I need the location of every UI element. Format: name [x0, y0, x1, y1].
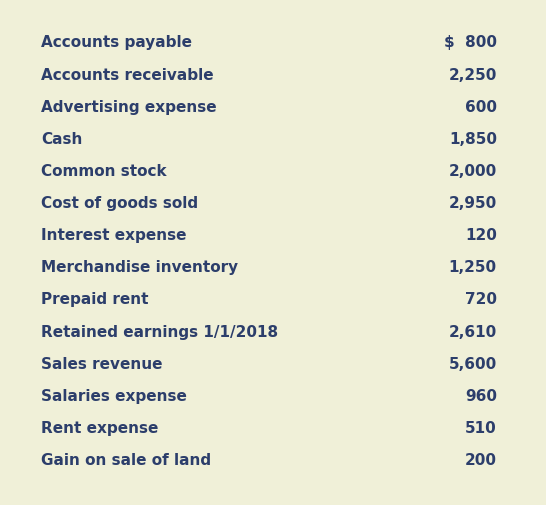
Text: Prepaid rent: Prepaid rent: [41, 292, 149, 307]
Text: Rent expense: Rent expense: [41, 420, 158, 435]
Text: Gain on sale of land: Gain on sale of land: [41, 452, 211, 467]
Text: Cost of goods sold: Cost of goods sold: [41, 195, 198, 211]
Text: Merchandise inventory: Merchandise inventory: [41, 260, 238, 275]
Text: Accounts receivable: Accounts receivable: [41, 67, 213, 82]
Text: 2,950: 2,950: [449, 195, 497, 211]
Text: 5,600: 5,600: [449, 356, 497, 371]
Text: 600: 600: [465, 99, 497, 115]
Text: 510: 510: [465, 420, 497, 435]
Text: 2,610: 2,610: [449, 324, 497, 339]
Text: Salaries expense: Salaries expense: [41, 388, 187, 403]
Text: 720: 720: [465, 292, 497, 307]
Text: 2,000: 2,000: [449, 164, 497, 179]
Text: Interest expense: Interest expense: [41, 228, 186, 243]
Text: 1,250: 1,250: [449, 260, 497, 275]
Text: Common stock: Common stock: [41, 164, 167, 179]
Text: Advertising expense: Advertising expense: [41, 99, 217, 115]
Text: 200: 200: [465, 452, 497, 467]
Text: 120: 120: [465, 228, 497, 243]
Text: Cash: Cash: [41, 131, 82, 146]
Text: $  800: $ 800: [444, 35, 497, 50]
Text: 960: 960: [465, 388, 497, 403]
Text: Accounts payable: Accounts payable: [41, 35, 192, 50]
Text: Retained earnings 1/1/2018: Retained earnings 1/1/2018: [41, 324, 278, 339]
Text: Sales revenue: Sales revenue: [41, 356, 163, 371]
Text: 1,850: 1,850: [449, 131, 497, 146]
Text: 2,250: 2,250: [448, 67, 497, 82]
